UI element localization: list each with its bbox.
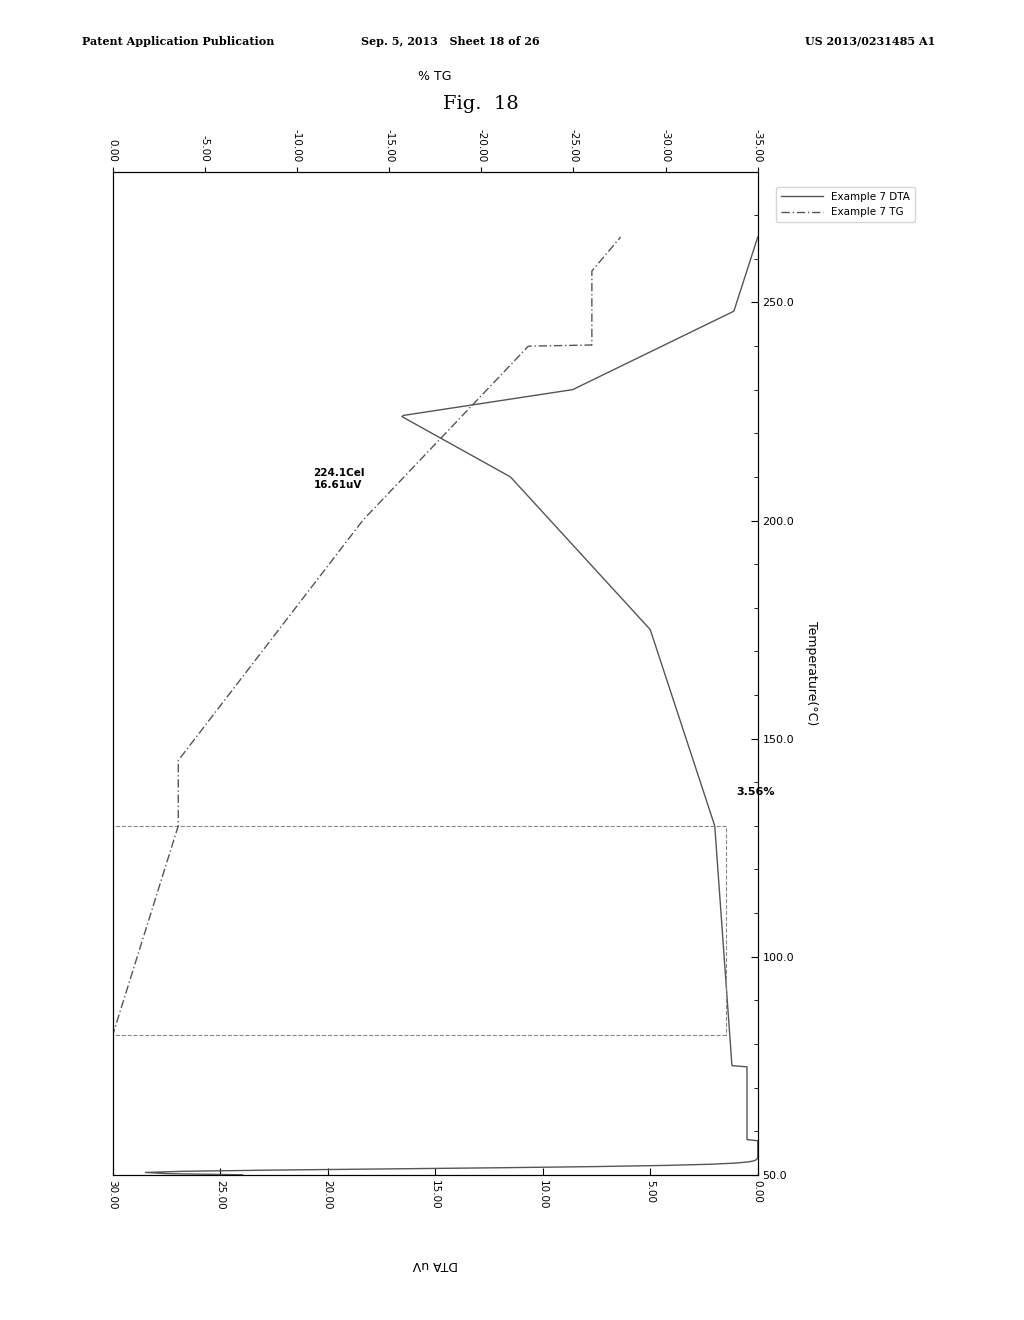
X-axis label: DTA uV: DTA uV (413, 1258, 458, 1271)
X-axis label: % TG: % TG (419, 70, 452, 83)
Legend: Example 7 DTA, Example 7 TG: Example 7 DTA, Example 7 TG (776, 187, 915, 223)
Text: US 2013/0231485 A1: US 2013/0231485 A1 (805, 36, 936, 46)
Text: 224.1Cel
16.61uV: 224.1Cel 16.61uV (312, 469, 365, 490)
Bar (113, 826, 725, 1035)
Text: Fig.  18: Fig. 18 (443, 95, 519, 114)
Text: Patent Application Publication: Patent Application Publication (82, 36, 274, 46)
Text: 3.56%: 3.56% (736, 787, 775, 797)
Y-axis label: Temperature(°C): Temperature(°C) (806, 622, 818, 725)
Text: Sep. 5, 2013   Sheet 18 of 26: Sep. 5, 2013 Sheet 18 of 26 (361, 36, 540, 46)
